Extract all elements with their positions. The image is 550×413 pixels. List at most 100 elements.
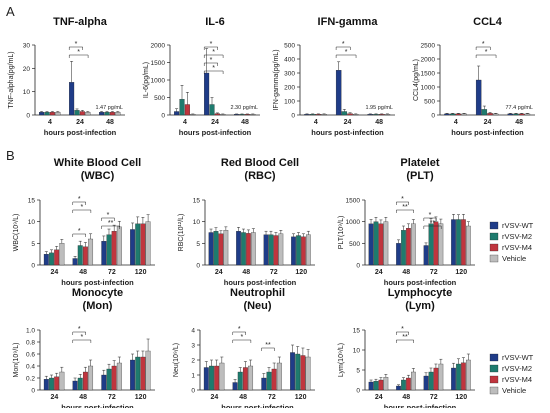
y-tick-label: 1000: [421, 85, 436, 92]
x-tick-label: 4: [48, 119, 52, 126]
x-tick-label: 48: [375, 119, 383, 126]
x-tick-label: 72: [108, 269, 116, 276]
y-tick-label: 500: [284, 43, 295, 50]
bar: [268, 234, 274, 266]
x-axis-label: hours post-infection: [224, 278, 297, 287]
chart-7: Platelet(PLT) 0 500 1000 1500 PLT(10⁹/L) hours…: [338, 157, 475, 287]
significance-bracket: [101, 217, 115, 221]
y-tick-label: 300: [284, 71, 295, 78]
bar: [383, 377, 389, 391]
y-tick-label: 500: [424, 99, 435, 106]
y-tick-label: 20: [23, 66, 31, 73]
significance-bracket: [232, 331, 246, 335]
bar: [145, 350, 151, 391]
y-tick-label: 2000: [151, 43, 166, 50]
x-tick-label: 24: [375, 394, 383, 401]
y-tick-label: 5: [196, 241, 200, 248]
chart-6: Red Blood Cell(RBC) 0 5 10 15 RBC(10¹²/L) hour…: [178, 157, 315, 287]
x-tick-label: 72: [270, 269, 278, 276]
y-axis-label: IFN-gamma(pg/mL): [273, 49, 280, 110]
y-tick-label: 1.0: [26, 328, 35, 335]
y-tick-label: 500: [154, 95, 165, 102]
y-tick-label: 0.8: [26, 340, 35, 347]
bar: [54, 249, 60, 266]
bar: [263, 234, 269, 266]
chart-title: Monocyte: [72, 287, 123, 299]
x-tick-label: 72: [268, 394, 276, 401]
y-axis-label: TNF-alpha(pg/mL): [8, 51, 15, 108]
bar: [140, 356, 146, 391]
bar: [335, 70, 342, 116]
x-tick-label: 24: [50, 394, 58, 401]
significance-bracket: [396, 339, 414, 343]
y-tick-label: 1000: [151, 78, 166, 85]
significance-bracket: [203, 46, 218, 50]
bar: [273, 235, 279, 266]
legend-swatch: [489, 375, 499, 384]
bar: [507, 113, 514, 116]
significance-bracket: [396, 209, 414, 213]
significance-marker: *: [238, 326, 241, 333]
significance-bracket: [475, 46, 491, 50]
bar: [456, 363, 461, 391]
bar: [368, 223, 374, 266]
y-tick-label: 1: [191, 373, 195, 380]
y-tick-label: 500: [349, 241, 360, 248]
bar: [306, 234, 311, 266]
x-tick-label: 48: [402, 394, 410, 401]
significance-bracket: [396, 331, 409, 335]
x-tick-label: 48: [106, 119, 114, 126]
x-axis-label: hours post-infection: [384, 403, 457, 408]
chart-title: CCL4: [473, 16, 503, 28]
significance-marker: *: [78, 196, 81, 203]
significance-marker: *: [485, 49, 488, 56]
bar: [466, 359, 471, 391]
x-tick-label: 24: [50, 269, 58, 276]
bar: [411, 223, 416, 266]
y-axis-label: Mon(10⁹/L): [13, 343, 20, 378]
x-axis-label: hours post-infection: [311, 128, 384, 137]
bar: [49, 252, 54, 266]
y-tick-label: 2500: [421, 43, 436, 50]
x-axis-label: hours post-infection: [179, 128, 252, 137]
bar: [59, 243, 65, 266]
x-axis-label: hours post-infection: [61, 403, 134, 408]
bar: [291, 236, 296, 266]
y-tick-label: 2000: [421, 57, 436, 64]
bar: [77, 377, 83, 391]
y-tick-label: 1000: [346, 219, 361, 226]
y-tick-label: 1500: [346, 198, 361, 205]
significance-marker: *: [210, 57, 213, 64]
legend-label: rVSV-WT: [502, 353, 534, 362]
significance-marker: *: [342, 41, 345, 48]
bar: [237, 371, 243, 391]
x-axis-label: hours post-infection: [451, 128, 524, 137]
bar: [315, 114, 322, 116]
x-tick-label: 4: [314, 119, 318, 126]
bar: [115, 112, 121, 116]
significance-marker: *: [78, 228, 81, 235]
bar: [106, 234, 112, 266]
x-tick-label: 48: [242, 269, 250, 276]
bar: [406, 228, 411, 266]
bar: [209, 104, 215, 116]
bar: [461, 113, 467, 116]
bar: [466, 225, 471, 266]
bar: [179, 99, 185, 116]
legend-swatch: [489, 243, 499, 252]
bar: [378, 379, 384, 391]
bar: [433, 367, 439, 391]
significance-bracket: [68, 54, 89, 58]
chart-subtitle: (Mon): [83, 300, 113, 312]
bar: [493, 113, 499, 116]
legend-label: rVSV-M4: [502, 375, 532, 384]
legend-swatch: [489, 221, 499, 230]
y-tick-label: 10: [23, 89, 31, 96]
significance-marker: **: [402, 204, 408, 211]
bar: [524, 113, 531, 116]
bar: [461, 219, 466, 266]
x-tick-label: 24: [375, 269, 383, 276]
bar: [368, 381, 374, 391]
bar: [455, 113, 462, 116]
significance-marker: *: [345, 49, 348, 56]
